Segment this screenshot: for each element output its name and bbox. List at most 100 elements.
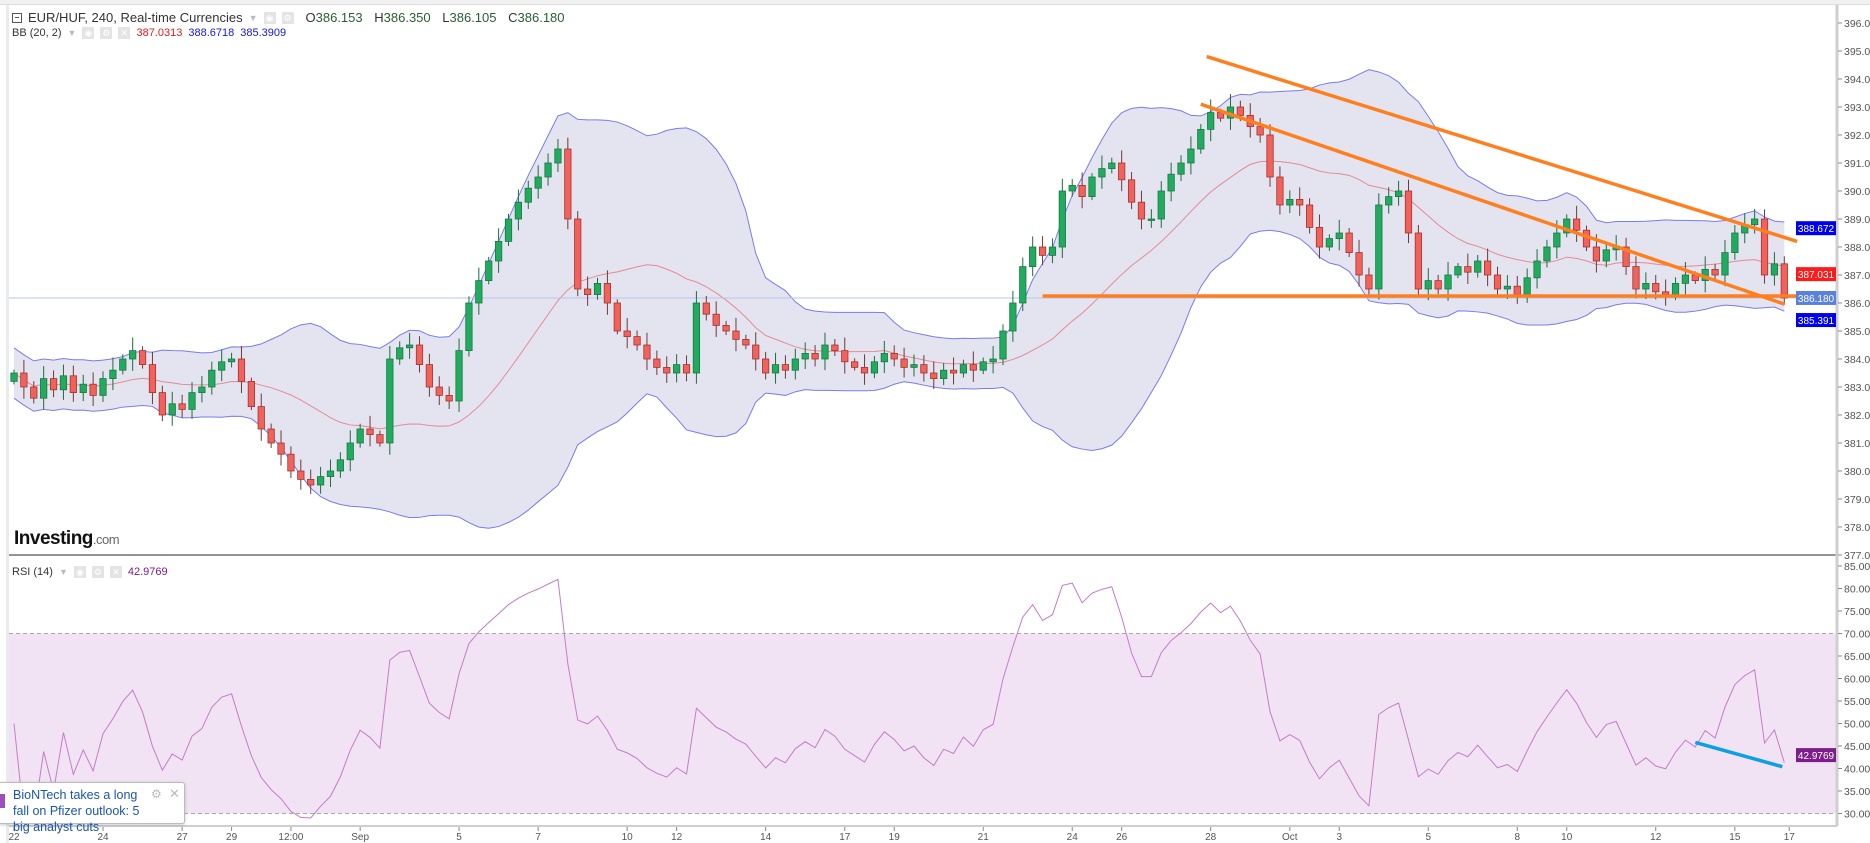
candle <box>1009 290 1017 342</box>
candle <box>1573 205 1581 243</box>
close-icon[interactable]: ✕ <box>169 786 180 801</box>
candle-body <box>1503 285 1511 290</box>
candle <box>1681 261 1690 296</box>
candle-body <box>1296 198 1304 206</box>
eye-icon[interactable]: ◉ <box>73 566 86 578</box>
y-tick-label: 389.000 <box>1844 214 1870 226</box>
candle <box>455 338 463 412</box>
candle-body <box>623 330 631 337</box>
candle-body <box>1780 263 1788 299</box>
rsi-tick-label: 70.0000 <box>1844 629 1870 641</box>
candle <box>396 341 404 365</box>
rsi-tick-label: 85.0000 <box>1844 561 1870 573</box>
candle-body <box>752 344 760 360</box>
candle-body <box>1236 106 1244 116</box>
candle-body <box>316 476 325 486</box>
candle-body <box>1602 249 1610 262</box>
candle-body <box>79 383 87 394</box>
candle-body <box>415 344 424 366</box>
candle <box>69 365 77 402</box>
gear-icon[interactable]: ⚙ <box>100 27 113 39</box>
candle <box>1088 173 1096 201</box>
chevron-down-icon[interactable]: ▼ <box>67 28 77 38</box>
candle <box>623 317 631 349</box>
candle-body <box>1108 162 1116 169</box>
candle-body <box>267 428 275 444</box>
y-tick-label: 377.000 <box>1844 550 1870 562</box>
eye-icon[interactable]: ◉ <box>82 27 95 39</box>
candle <box>841 337 849 374</box>
bollinger-middle-line <box>13 160 1785 430</box>
candle <box>801 342 809 369</box>
candle <box>1187 136 1195 175</box>
candle-body <box>1325 238 1333 248</box>
candle-body <box>1266 134 1274 178</box>
candle <box>1048 238 1057 264</box>
candle <box>702 296 710 321</box>
candle <box>752 332 760 371</box>
open-label: O <box>305 10 316 25</box>
candle-body <box>1563 218 1571 234</box>
candle <box>59 364 68 400</box>
candle-body <box>860 366 869 374</box>
candle-body <box>841 350 849 363</box>
y-tick-label: 378.000 <box>1844 522 1870 534</box>
chevron-down-icon[interactable]: ▼ <box>58 567 68 577</box>
candle <box>653 350 661 375</box>
candle <box>1286 190 1294 214</box>
rsi-line <box>13 578 1785 819</box>
y-tick-label: 379.000 <box>1844 494 1870 506</box>
candle-body <box>1256 126 1264 136</box>
bb-lower-badge <box>1796 313 1836 328</box>
gear-icon[interactable]: ⚙ <box>281 11 294 24</box>
candle-body <box>1444 274 1452 290</box>
candle <box>366 415 374 447</box>
candle <box>257 393 265 441</box>
candle-body <box>1553 232 1561 248</box>
candle <box>1118 150 1126 192</box>
gear-icon[interactable]: ⚙ <box>91 566 104 578</box>
rsi-label: RSI (14) <box>12 566 53 578</box>
candle <box>643 332 651 371</box>
candle-body <box>1731 232 1739 254</box>
close-icon[interactable]: ✕ <box>109 566 122 578</box>
candle <box>821 332 829 371</box>
news-popup[interactable]: BioNTech takes a long fall on Pfizer out… <box>0 782 185 834</box>
candle <box>989 346 997 374</box>
candle-body <box>821 344 829 360</box>
candle <box>1493 266 1502 297</box>
collapse-icon[interactable] <box>12 12 22 23</box>
rsi-badge-text: 42.9769 <box>1798 751 1835 762</box>
candle <box>178 394 186 418</box>
candle-body <box>1029 246 1037 268</box>
candle-body <box>1484 260 1492 276</box>
candle-body <box>49 378 58 391</box>
y-tick-label: 384.000 <box>1844 354 1870 366</box>
gear-icon[interactable]: ⚙ <box>151 787 162 801</box>
candle-body <box>930 372 938 379</box>
candle <box>326 459 335 488</box>
candle <box>1563 214 1571 238</box>
candle-body <box>653 358 661 368</box>
candle-body <box>1474 260 1482 273</box>
x-tick-label: 21 <box>978 832 990 843</box>
candle-body <box>534 176 542 189</box>
candle-body <box>1464 266 1472 273</box>
rsi-tick-label: 35.0000 <box>1844 786 1870 798</box>
eye-icon[interactable]: ◉ <box>263 11 276 24</box>
news-headline-link[interactable]: BioNTech takes a long fall on Pfizer out… <box>13 788 140 834</box>
candle <box>831 339 839 356</box>
candle-body <box>603 282 612 304</box>
candle <box>415 336 424 373</box>
candle <box>1721 240 1729 287</box>
candle-body <box>920 364 928 374</box>
candle-body <box>1454 266 1462 276</box>
candle <box>198 376 206 403</box>
close-icon[interactable]: ✕ <box>118 27 131 39</box>
chevron-down-icon[interactable]: ▼ <box>248 12 258 23</box>
candle-body <box>1207 112 1215 130</box>
bb-upper-badge-text: 388.672 <box>1798 224 1835 235</box>
candle <box>663 356 671 383</box>
symbol-title: EUR/HUF, 240, Real-time Currencies <box>28 10 243 25</box>
